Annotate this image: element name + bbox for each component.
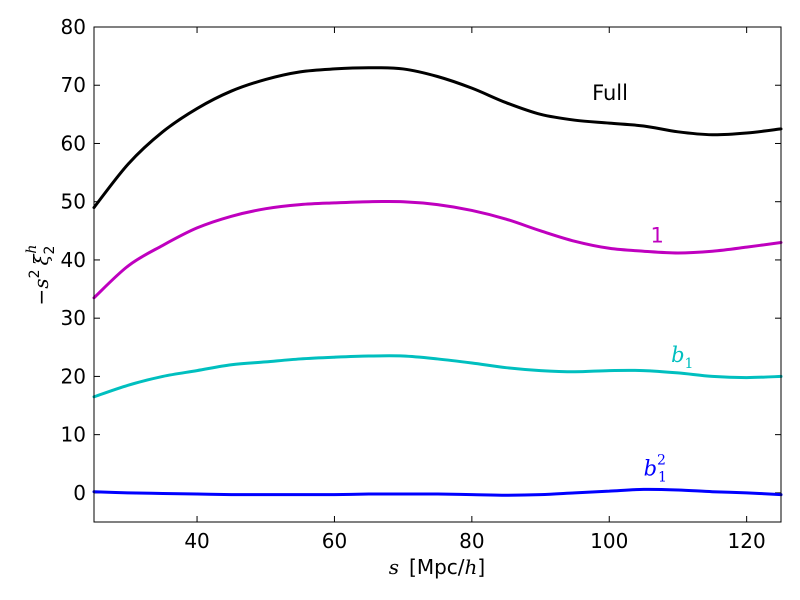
x-tick-label: 80 (459, 529, 484, 553)
y-tick-label: 10 (61, 423, 86, 447)
ticks-layer: 40 60 80 100 120 0 10 20 30 40 50 60 70 80 (61, 15, 781, 553)
y-tick-label: 20 (61, 364, 86, 388)
x-axis-label: s [Mpc/h] (389, 555, 485, 579)
x-tick-label: 40 (184, 529, 209, 553)
y-tick-label: 0 (73, 481, 86, 505)
x-tick-label: 60 (322, 529, 347, 553)
y-tick-label: 30 (61, 306, 86, 330)
y-tick-label: 50 (61, 190, 86, 214)
y-tick-label: 40 (61, 248, 86, 272)
series-line-b1 (92, 354, 783, 399)
y-tick-label: 60 (61, 131, 86, 155)
series-line-1 (92, 199, 783, 300)
series-label-full: Full (592, 81, 628, 105)
series-layer (92, 66, 783, 497)
series-line-b1-2 (92, 487, 783, 497)
y-axis-label: −s2ξ2h (24, 245, 58, 306)
x-tick-label: 100 (590, 529, 628, 553)
series-line-full (92, 66, 783, 210)
y-tick-label: 70 (61, 73, 86, 97)
series-label-b1-2: b2 1 (644, 452, 667, 485)
y-tick-label: 80 (61, 15, 86, 39)
x-tick-label: 120 (728, 529, 766, 553)
series-labels-layer: Full 1 b1 b2 1 (592, 81, 693, 486)
series-label-b1: b1 (671, 343, 693, 372)
plot-frame (93, 26, 782, 523)
series-label-1: 1 (650, 223, 663, 247)
